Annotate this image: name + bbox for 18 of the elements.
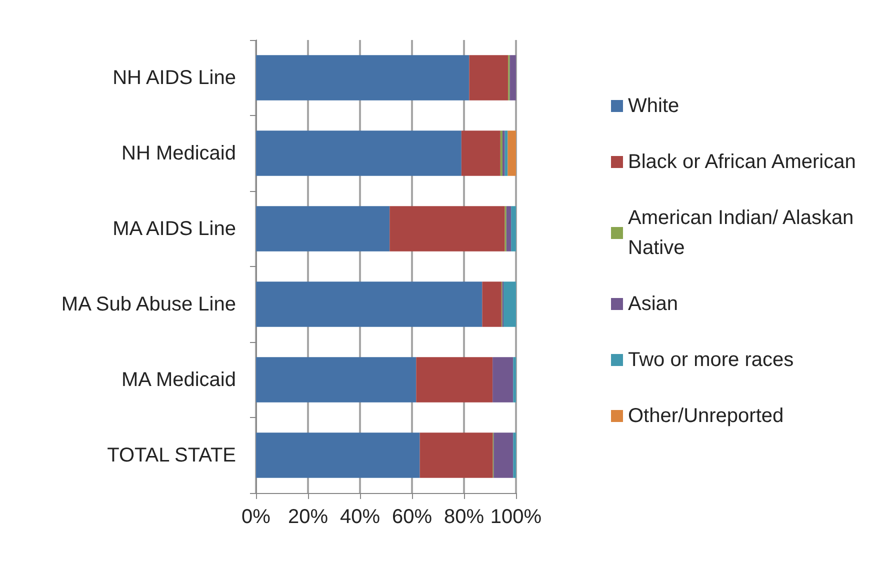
legend-label: American Indian/ Alaskan Native [628, 207, 860, 259]
legend-label: Two or more races [628, 349, 794, 371]
x-tick-label: 20% [288, 506, 328, 528]
legend-label: Black or African American [628, 151, 856, 173]
legend-label: Asian [628, 293, 678, 315]
y-tick-label: NH Medicaid [122, 142, 236, 164]
legend-label: Other/Unreported [628, 405, 784, 427]
legend-label: White [628, 95, 680, 117]
y-tick-label: MA AIDS Line [112, 218, 236, 240]
y-tick-label: MA Sub Abuse Line [61, 293, 236, 316]
x-tick-label: 60% [392, 506, 432, 528]
x-tick-label: 100% [490, 506, 542, 528]
y-tick-label: TOTAL STATE [107, 444, 236, 466]
y-tick-label: MA Medicaid [122, 368, 236, 391]
y-tick-label: NH AIDS Line [112, 66, 236, 89]
x-tick-label: 0% [242, 506, 271, 528]
x-tick-label: 80% [444, 506, 484, 528]
x-tick-label: 40% [340, 506, 380, 528]
